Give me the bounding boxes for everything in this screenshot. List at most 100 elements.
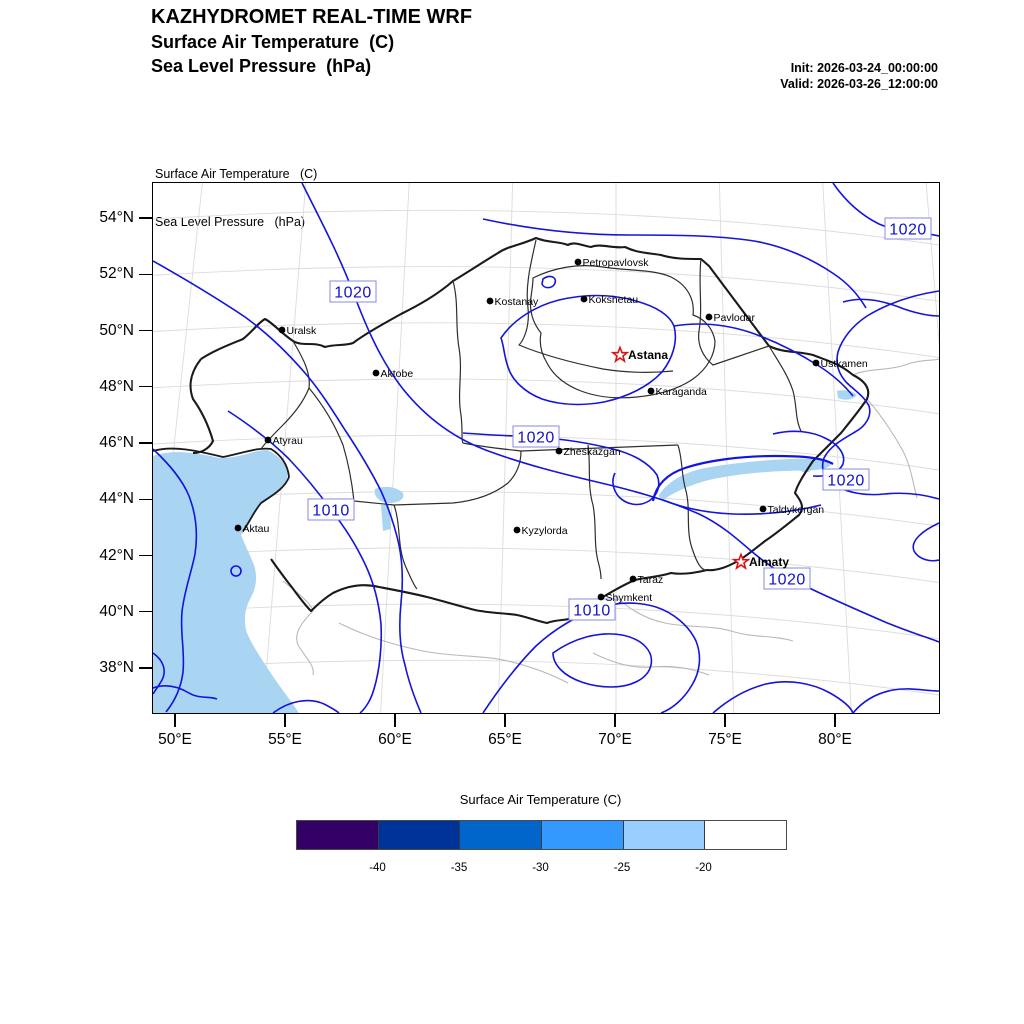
- city-label: Kyzylorda: [522, 525, 568, 537]
- lat-tick-label: 50°N: [99, 321, 134, 339]
- city-label: Almaty: [749, 555, 789, 569]
- map-image: 1020 1020 1020 1010 1020 1020 1010 Petropavlov…: [153, 183, 939, 713]
- city-label: Kostanay: [495, 296, 540, 308]
- lat-tick: [139, 442, 152, 444]
- kazakhstan-border: [153, 236, 870, 625]
- graticule-parallel: [153, 209, 939, 246]
- colorbar-segment: [297, 821, 379, 849]
- water-bodies: [153, 390, 857, 713]
- contour-label-box: [822, 468, 870, 491]
- colorbar-segment: [378, 821, 461, 849]
- graticule-parallel: [153, 322, 939, 358]
- lon-tick: [614, 713, 616, 727]
- lon-tick-label: 65°E: [488, 731, 522, 748]
- city-label: Kokshetau: [589, 294, 639, 306]
- field-title-pressure: Sea Level Pressure (hPa): [151, 56, 372, 76]
- colorbar-tick-label: -25: [613, 862, 631, 874]
- graticule-meridian: [822, 183, 852, 713]
- valid-time: Valid: 2026-03-26_12:00:00: [780, 77, 938, 91]
- city-dot-icon: [597, 593, 605, 601]
- city-dot-icon: [705, 313, 713, 321]
- contour-label: 1010: [573, 603, 611, 620]
- oblast-borders: [260, 239, 802, 590]
- graticule-parallel: [153, 659, 939, 696]
- caspian-sea: [153, 450, 299, 713]
- lat-tick: [139, 329, 152, 332]
- contour-label-box: [568, 598, 616, 621]
- map-subtitle-line1: Surface Air Temperature (C): [155, 167, 318, 181]
- city-label: Astana: [628, 348, 668, 362]
- colorbar-tick-label: -35: [450, 862, 468, 874]
- graticule-meridian: [497, 183, 514, 713]
- city-dot-icon: [486, 297, 494, 305]
- city-label: Uralsk: [287, 325, 318, 337]
- page-title: KAZHYDROMET REAL-TIME WRF: [151, 6, 473, 28]
- lon-tick-label: 75°E: [708, 731, 742, 748]
- colorbar-tick-label: -40: [369, 862, 386, 874]
- lat-tick-label: 42°N: [99, 546, 134, 564]
- lon-tick-label: 80°E: [818, 731, 852, 748]
- lon-tick: [284, 713, 286, 727]
- lat-tick-label: 54°N: [99, 209, 134, 226]
- city-label: Aktau: [243, 523, 270, 535]
- lon-tick-label: 70°E: [598, 731, 632, 748]
- colorbar-segment: [460, 821, 543, 849]
- city-dot-icon: [629, 575, 637, 583]
- city-label: Karaganda: [656, 386, 708, 398]
- lon-tick: [394, 713, 396, 727]
- contour-label-box: [763, 567, 811, 590]
- lake-balkhash: [658, 458, 831, 500]
- city-dot-icon: [264, 436, 272, 444]
- lon-tick-label: 55°E: [268, 731, 302, 748]
- graticule-meridian: [925, 183, 939, 347]
- graticule-meridian: [380, 183, 410, 713]
- map-subtitle-line2: Sea Level Pressure (hPa): [155, 215, 306, 229]
- lon-tick: [834, 713, 836, 727]
- city-label: Pavlodar: [714, 312, 756, 324]
- run-times: Init: 2026-03-24_00:00:00 Valid: 2026-03…: [678, 60, 938, 92]
- city-dot-icon: [574, 258, 582, 266]
- graticule-parallel: [153, 547, 939, 583]
- city-label: Taldykorgan: [768, 504, 825, 516]
- contour-label: 1020: [517, 430, 555, 447]
- pressure-contours: [153, 183, 939, 713]
- lat-tick-label: 44°N: [99, 490, 134, 508]
- map-subtitle: Surface Air Temperature (C) Sea Level Pr…: [155, 134, 317, 262]
- capital-star-icon: [731, 552, 751, 571]
- city-dot-icon: [580, 295, 588, 303]
- cities: Petropavlovsk Kostanay Kokshetau Pavlodar As…: [234, 257, 868, 604]
- city-label: Atyrau: [273, 435, 304, 447]
- aral-sea-south: [381, 505, 391, 531]
- graticule-meridian: [262, 183, 307, 713]
- graticule: [153, 183, 939, 713]
- colorbar-segment: [542, 821, 624, 849]
- lat-tick: [139, 498, 152, 500]
- lat-tick-label: 52°N: [99, 265, 134, 283]
- contour-labels: 1020 1020 1020 1010 1020 1020 1010: [307, 217, 932, 621]
- contour-label-box: [884, 217, 932, 240]
- city-label: Ustkamen: [821, 358, 868, 370]
- lake-zaysan: [837, 390, 857, 400]
- colorbar-tick-label: -20: [695, 862, 712, 874]
- colorbar-tick-label: -30: [532, 862, 549, 874]
- city-label: Petropavlovsk: [583, 257, 650, 269]
- contour-label: 1020: [334, 285, 372, 302]
- contour-label: 1020: [889, 222, 927, 239]
- lat-tick: [139, 217, 152, 219]
- colorbar-title: Surface Air Temperature (C): [459, 792, 622, 807]
- city-dot-icon: [812, 359, 820, 367]
- aral-sea: [374, 486, 404, 503]
- lon-tick-label: 60°E: [378, 731, 412, 748]
- caspian-north-coast: [153, 447, 290, 532]
- graticule-parallel: [153, 378, 939, 415]
- city-dot-icon: [513, 526, 521, 534]
- city-dot-icon: [555, 447, 563, 455]
- colorbar-segment: [623, 821, 706, 849]
- lon-tick: [504, 713, 506, 727]
- lon-tick-label: 50°E: [158, 731, 192, 748]
- lat-tick: [139, 667, 152, 669]
- colorbar-segment: [705, 821, 787, 849]
- contour-label-box: [329, 280, 377, 303]
- city-label: Zheskazgan: [564, 446, 621, 458]
